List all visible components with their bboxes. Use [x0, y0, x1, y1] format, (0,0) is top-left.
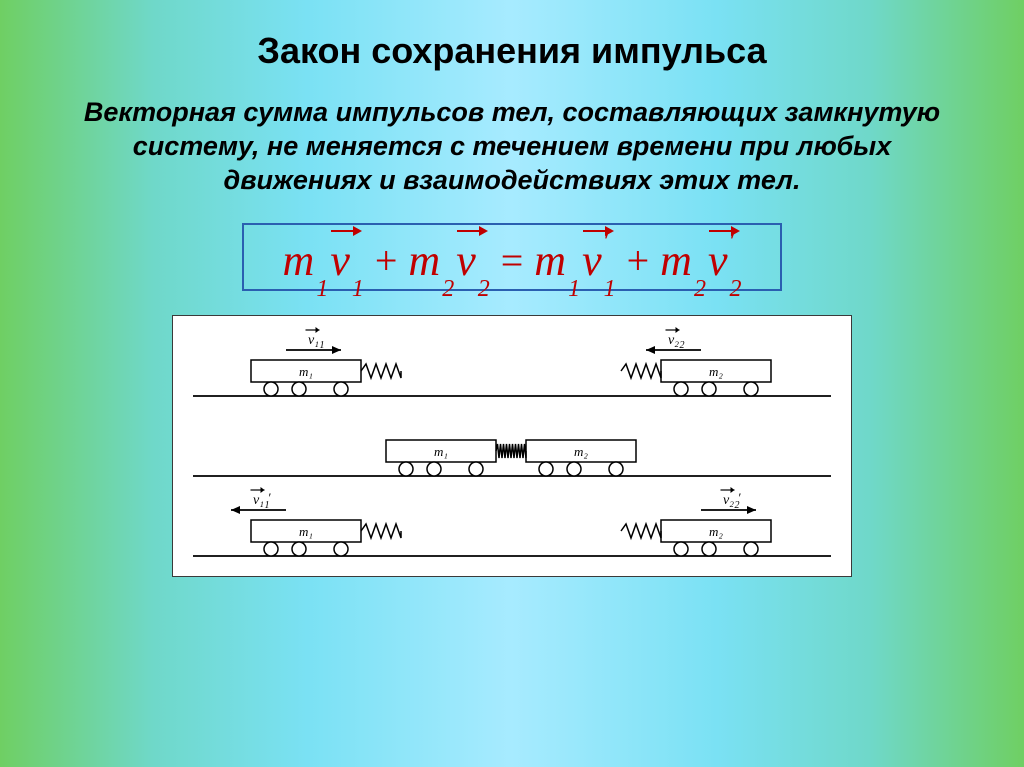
- law-statement: Векторная сумма импульсов тел, составляю…: [62, 96, 962, 197]
- physics-slide: Закон сохранения импульса Векторная сумм…: [0, 0, 1024, 767]
- cart-diagram: m₁m₂v₁1v₂2m₁m₂m₁m₂v₁′1v₂′2: [172, 315, 852, 577]
- svg-text:v₂: v₂: [723, 493, 734, 508]
- svg-text:v₁: v₁: [253, 493, 264, 508]
- formula-box: m1v1+m2v2=m1v′1+m2v′2: [242, 223, 783, 291]
- svg-text:m₂: m₂: [574, 444, 588, 459]
- svg-text:2: 2: [735, 500, 740, 511]
- svg-text:m₂: m₂: [709, 524, 723, 539]
- svg-text:m₁: m₁: [299, 524, 313, 539]
- svg-text:v₁: v₁: [308, 333, 319, 348]
- svg-text:1: 1: [320, 340, 325, 351]
- svg-text:2: 2: [680, 340, 685, 351]
- svg-text:m₂: m₂: [709, 364, 723, 379]
- conservation-formula: m1v1+m2v2=m1v′1+m2v′2: [282, 239, 743, 283]
- cart-diagram-svg: m₁m₂v₁1v₂2m₁m₂m₁m₂v₁′1v₂′2: [191, 326, 835, 566]
- slide-title: Закон сохранения импульса: [257, 30, 766, 72]
- svg-text:m₁: m₁: [299, 364, 313, 379]
- svg-text:m₁: m₁: [434, 444, 448, 459]
- svg-text:1: 1: [265, 500, 270, 511]
- svg-text:v₂: v₂: [668, 333, 679, 348]
